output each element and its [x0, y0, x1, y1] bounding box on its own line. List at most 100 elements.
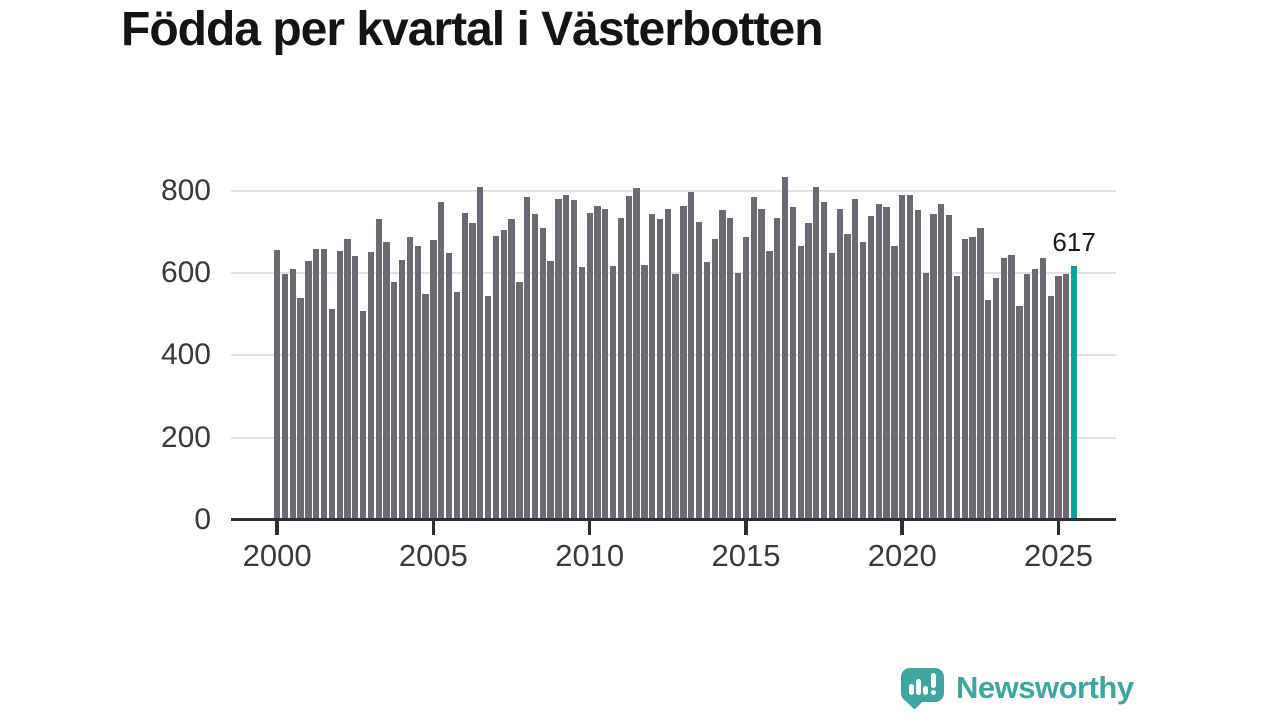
- x-axis-tick: [431, 521, 436, 535]
- bar: [766, 250, 773, 520]
- bar: [867, 215, 875, 520]
- bar: [860, 241, 867, 520]
- x-tick-label: 2015: [711, 538, 781, 573]
- y-tick-label: 600: [160, 256, 211, 290]
- x-axis-tick: [744, 521, 748, 535]
- bar: [344, 238, 351, 520]
- gridline: [231, 272, 1116, 275]
- y-tick-label: 800: [160, 173, 211, 207]
- bar: [336, 250, 343, 520]
- bar: [750, 197, 757, 520]
- bar: [274, 250, 281, 520]
- bar: [477, 186, 484, 520]
- bar: [1024, 273, 1031, 520]
- y-tick-label: 0: [194, 503, 211, 536]
- highlighted-bar: [1070, 266, 1078, 520]
- bar: [727, 218, 734, 520]
- bar: [1047, 296, 1054, 520]
- x-tick-label: 2020: [867, 538, 937, 573]
- bar: [625, 195, 632, 520]
- bar: [977, 228, 984, 520]
- bar: [953, 275, 961, 520]
- bar: [906, 194, 914, 520]
- y-tick-label: 400: [160, 338, 211, 372]
- bar: [1008, 255, 1015, 520]
- x-axis-line: [231, 518, 1116, 521]
- bar: [797, 245, 804, 520]
- bar: [586, 212, 593, 520]
- bar: [359, 310, 367, 520]
- bar: [539, 228, 546, 520]
- bar: [656, 219, 664, 520]
- bar: [281, 273, 289, 520]
- logo-bar-icon: [909, 684, 914, 695]
- logo-exclamation-dot-icon: [931, 690, 936, 695]
- bar: [1055, 276, 1062, 520]
- bar: [945, 215, 953, 520]
- bar: [1000, 258, 1007, 520]
- x-tick-label: 2025: [1024, 538, 1093, 573]
- bar: [594, 205, 601, 520]
- bar: [789, 206, 796, 520]
- bar: [633, 187, 640, 520]
- y-tick-label: 200: [160, 420, 211, 454]
- bar: [563, 194, 570, 520]
- x-axis-tick: [1056, 521, 1061, 535]
- bar: [484, 295, 492, 520]
- bar: [875, 203, 882, 520]
- bar: [524, 197, 531, 520]
- bar: [641, 264, 648, 520]
- bar: [985, 299, 992, 520]
- x-tick-label: 2010: [555, 538, 625, 573]
- bar: [547, 261, 554, 520]
- bar: [391, 282, 398, 520]
- bar: [578, 267, 586, 520]
- bar: [969, 236, 976, 520]
- bar: [836, 208, 843, 520]
- bar: [1016, 306, 1023, 520]
- bar: [735, 273, 742, 520]
- bar: [352, 255, 359, 520]
- bar: [805, 222, 812, 520]
- bar: [719, 210, 726, 520]
- newsworthy-speech-bubble-chart-icon: [901, 668, 944, 702]
- bar: [508, 219, 515, 520]
- bar: [961, 238, 968, 520]
- x-axis-tick: [587, 521, 592, 535]
- bar: [992, 277, 1000, 520]
- bar: [930, 213, 937, 520]
- chart-title: Födda per kvartal i Västerbotten: [121, 3, 824, 56]
- bar: [820, 201, 828, 520]
- bar: [430, 239, 437, 520]
- bar: [938, 204, 945, 520]
- bar: [774, 218, 781, 520]
- bar: [469, 222, 476, 520]
- bar: [844, 234, 851, 520]
- bar: [688, 191, 695, 520]
- bar: [899, 194, 906, 520]
- bar: [1039, 257, 1047, 520]
- bar: [1031, 269, 1039, 520]
- bar: [453, 291, 460, 520]
- bar: [383, 242, 390, 520]
- newsworthy-logo: Newsworthy: [901, 668, 1134, 708]
- x-tick-label: 2005: [398, 538, 468, 573]
- logo-bar-icon: [923, 686, 928, 695]
- bar: [375, 219, 382, 520]
- x-axis-tick: [275, 521, 279, 535]
- bar: [883, 207, 890, 520]
- bar: [313, 248, 320, 520]
- logo-bar-icon: [916, 679, 921, 695]
- bar: [422, 293, 429, 520]
- bar: [711, 238, 718, 520]
- last-value-annotation: 617: [1052, 227, 1096, 258]
- bar: [492, 235, 500, 520]
- bar: [570, 199, 578, 520]
- bar: [852, 198, 859, 520]
- bar: [758, 208, 765, 520]
- bar: [781, 176, 789, 520]
- bar: [555, 199, 562, 520]
- bar: [414, 245, 421, 520]
